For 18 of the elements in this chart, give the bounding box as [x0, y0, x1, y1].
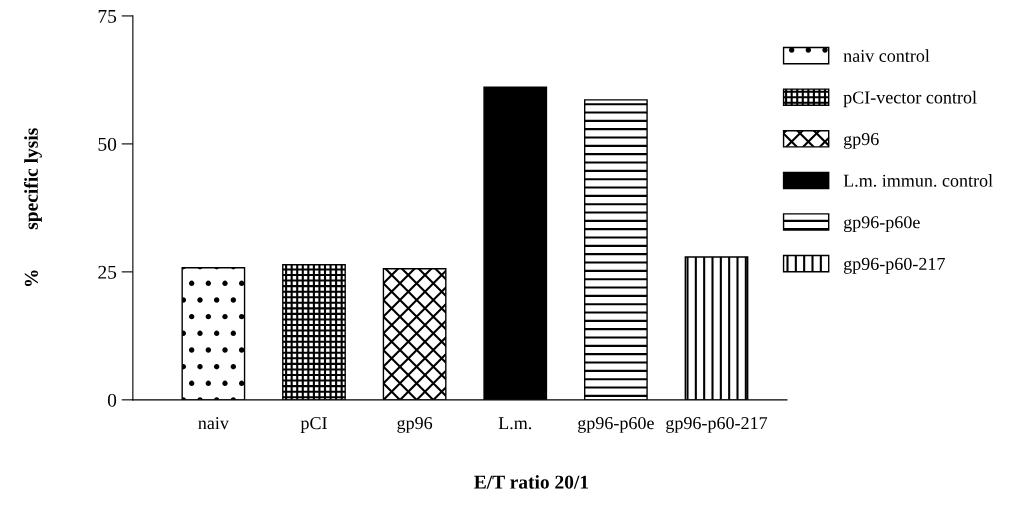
x-axis-title: E/T ratio 20/1	[474, 475, 589, 489]
y-tick-label: 50	[98, 137, 117, 151]
legend-label: gp96	[843, 133, 879, 149]
legend-label: gp96-p60-217	[843, 257, 945, 274]
legend-label: pCI-vector control	[843, 90, 977, 108]
y-tick-label: 0	[107, 393, 117, 407]
x-tick-label: naiv	[198, 417, 229, 430]
y-tick-label: 75	[98, 9, 117, 23]
legend-label: gp96-p60e	[843, 216, 920, 233]
legend-label: naiv control	[843, 49, 930, 62]
x-tick-label: pCI	[300, 417, 327, 433]
x-tick-label: gp96-p60-217	[666, 416, 768, 433]
x-tick-label: gp96-p60e	[578, 416, 654, 433]
y-axis-title: % specific lysis	[24, 128, 42, 287]
legend-label: L.m. immun. control	[843, 174, 993, 187]
y-tick-label: 25	[98, 265, 117, 279]
x-tick-label: L.m.	[498, 417, 532, 430]
x-tick-label: gp96	[397, 417, 433, 433]
